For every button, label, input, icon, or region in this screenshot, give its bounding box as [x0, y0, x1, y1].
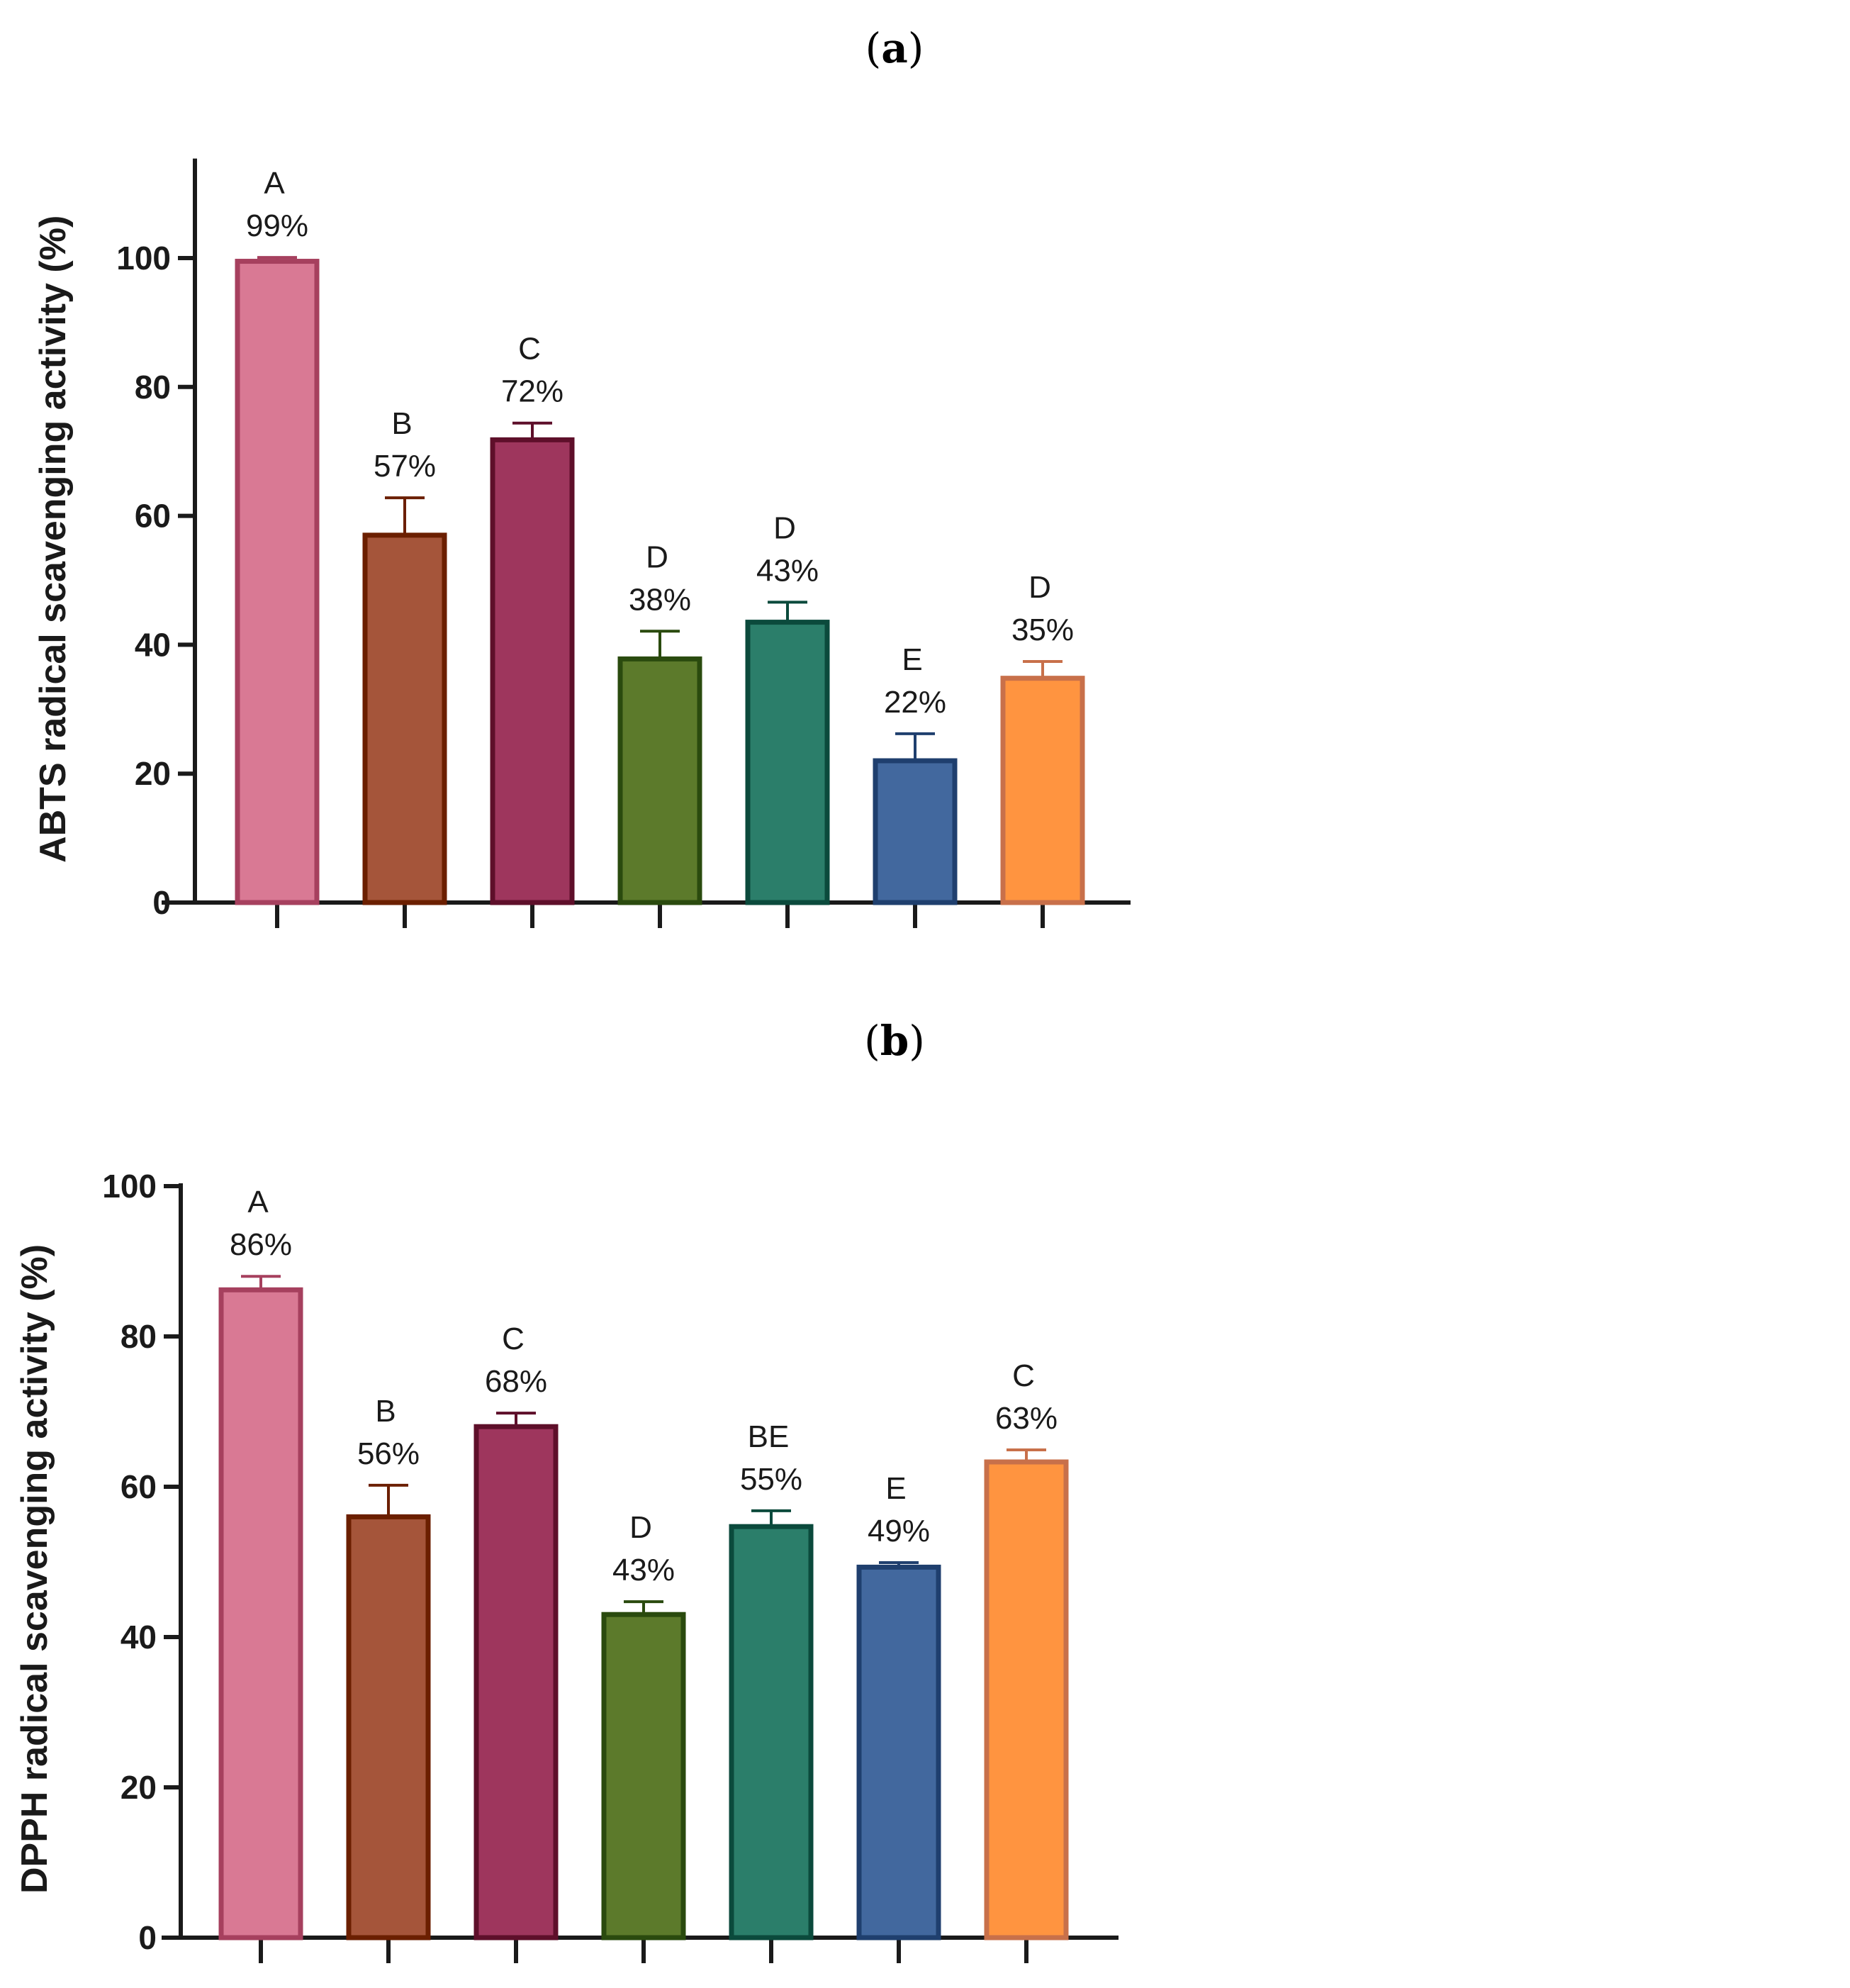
significance-letter: D — [773, 510, 796, 545]
significance-letter: E — [902, 642, 922, 677]
bar-value-label: 43% — [756, 553, 819, 588]
significance-letter: C — [502, 1322, 525, 1356]
significance-letter: B — [391, 406, 412, 441]
bar — [601, 1612, 686, 1940]
y-tick-label: 80 — [135, 369, 171, 406]
bar-value-label: 22% — [884, 685, 946, 720]
bar-value-label: 38% — [629, 582, 691, 617]
bar — [490, 437, 575, 905]
bar-value-label: 99% — [246, 208, 308, 243]
bar — [218, 1287, 303, 1940]
y-tick-label: 60 — [135, 498, 171, 535]
bar-value-label: 43% — [612, 1553, 675, 1587]
significance-letter: C — [1012, 1358, 1035, 1393]
bar-value-label: 86% — [230, 1227, 292, 1262]
bar — [984, 1459, 1069, 1940]
significance-letter: A — [247, 1185, 269, 1219]
y-tick-label: 60 — [120, 1468, 157, 1505]
bar-value-label: 35% — [1011, 613, 1074, 647]
bar — [1000, 676, 1085, 905]
bar-value-label: 49% — [868, 1514, 930, 1548]
bar — [346, 1514, 431, 1940]
significance-letter: B — [375, 1394, 396, 1429]
significance-letter: D — [1028, 570, 1051, 605]
bar — [873, 758, 958, 905]
y-tick-label: 20 — [120, 1769, 157, 1806]
y-tick-label: 0 — [138, 1919, 157, 1956]
y-tick-label: 0 — [152, 884, 171, 921]
y-tick-label: 80 — [120, 1318, 157, 1355]
bar-value-label: 55% — [740, 1462, 802, 1497]
y-tick-label: 20 — [135, 755, 171, 792]
bar — [235, 259, 320, 905]
significance-letter: D — [629, 1510, 652, 1545]
bar — [362, 532, 447, 905]
bar-value-label: 63% — [995, 1401, 1058, 1436]
significance-letter: BE — [748, 1419, 790, 1454]
bar-value-label: 72% — [501, 374, 564, 409]
significance-letter: E — [885, 1471, 906, 1506]
y-tick-label: 40 — [120, 1619, 157, 1655]
bar-value-label: 68% — [485, 1364, 547, 1399]
chart-abts: 0 20 40 60 80 100 ABTS radical scavenging acti… — [33, 158, 1131, 928]
y-tick-label: 40 — [135, 626, 171, 663]
bar — [745, 620, 830, 905]
bar-value-label: 56% — [357, 1436, 420, 1471]
bar-value-label: 57% — [374, 449, 436, 484]
bar — [617, 656, 702, 905]
y-tick-label: 100 — [102, 1168, 157, 1205]
y-axis-title: ABTS radical scavenging activity (%) — [33, 216, 74, 863]
significance-letter: C — [518, 332, 541, 367]
y-axis-title: DPPH radical scavenging activity (%) — [14, 1244, 55, 1894]
significance-letter: A — [264, 166, 285, 201]
bar — [856, 1564, 941, 1940]
panel-label-a: (a) — [865, 24, 924, 72]
chart-dpph: 0 20 40 60 80 100 DPPH radical scavenging acti… — [14, 1168, 1119, 1963]
bar — [729, 1524, 814, 1940]
bar — [473, 1424, 559, 1940]
y-tick-label: 100 — [116, 240, 171, 277]
significance-letter: D — [646, 540, 668, 574]
panel-label-b: (b) — [864, 1017, 925, 1065]
